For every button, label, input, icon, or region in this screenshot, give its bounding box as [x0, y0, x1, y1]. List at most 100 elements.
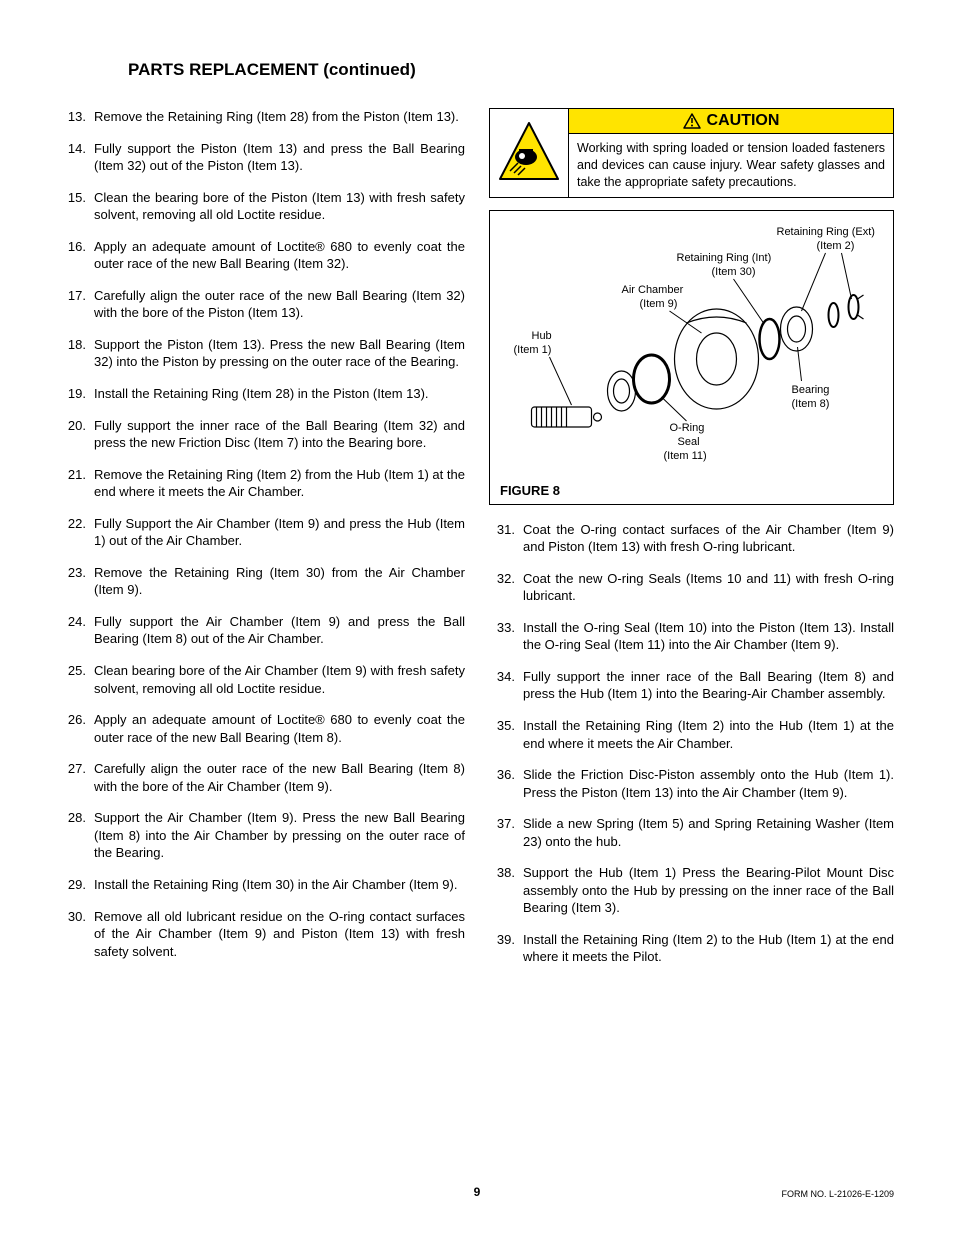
step-number: 17. [60, 287, 86, 322]
step-text: Fully support the inner race of the Ball… [523, 668, 894, 703]
step-text: Fully support the Air Chamber (Item 9) a… [94, 613, 465, 648]
step-text: Support the Air Chamber (Item 9). Press … [94, 809, 465, 862]
page-footer: 9 FORM NO. L-21026-E-1209 [60, 1189, 894, 1199]
step-item: 32. Coat the new O-ring Seals (Items 10 a… [489, 570, 894, 605]
step-item: 33. Install the O-ring Seal (Item 10) int… [489, 619, 894, 654]
step-text: Clean the bearing bore of the Piston (It… [94, 189, 465, 224]
caution-text: Working with spring loaded or tension lo… [569, 134, 893, 197]
figure-callout: (Item 1) [514, 344, 552, 356]
step-number: 35. [489, 717, 515, 752]
step-text: Coat the O-ring contact surfaces of the … [523, 521, 894, 556]
step-text: Carefully align the outer race of the ne… [94, 760, 465, 795]
figure-callout: (Item 8) [792, 398, 830, 410]
step-item: 27. Carefully align the outer race of the… [60, 760, 465, 795]
step-text: Install the Retaining Ring (Item 30) in … [94, 876, 465, 894]
step-number: 39. [489, 931, 515, 966]
step-number: 13. [60, 108, 86, 126]
caution-box: CAUTION Working with spring loaded or te… [489, 108, 894, 198]
columns: 13. Remove the Retaining Ring (Item 28) f… [60, 108, 894, 980]
step-item: 24. Fully support the Air Chamber (Item 9… [60, 613, 465, 648]
step-number: 15. [60, 189, 86, 224]
step-item: 14.Fully support the Piston (Item 13) an… [60, 140, 465, 175]
step-item: 18.Support the Piston (Item 13). Press t… [60, 336, 465, 371]
step-number: 37. [489, 815, 515, 850]
step-number: 20. [60, 417, 86, 452]
section-title: PARTS REPLACEMENT (continued) [128, 60, 894, 80]
figure-callout: Retaining Ring (Ext) [777, 226, 875, 238]
figure-callout: (Item 2) [817, 240, 855, 252]
step-number: 24. [60, 613, 86, 648]
step-item: 22.Fully Support the Air Chamber (Item 9… [60, 515, 465, 550]
step-number: 25. [60, 662, 86, 697]
step-number: 38. [489, 864, 515, 917]
step-text: Fully support the inner race of the Ball… [94, 417, 465, 452]
step-text: Install the Retaining Ring (Item 28) in … [94, 385, 465, 403]
step-number: 28. [60, 809, 86, 862]
step-item: 13. Remove the Retaining Ring (Item 28) f… [60, 108, 465, 126]
step-number: 29. [60, 876, 86, 894]
caution-body: CAUTION Working with spring loaded or te… [568, 109, 893, 197]
step-text: Support the Piston (Item 13). Press the … [94, 336, 465, 371]
figure-callout: O-Ring [670, 422, 705, 434]
figure-callout: Retaining Ring (Int) [677, 252, 772, 264]
steps-left: 13. Remove the Retaining Ring (Item 28) f… [60, 108, 465, 960]
step-text: Remove the Retaining Ring (Item 30) from… [94, 564, 465, 599]
step-item: 37. Slide a new Spring (Item 5) and Sprin… [489, 815, 894, 850]
step-number: 34. [489, 668, 515, 703]
step-number: 26. [60, 711, 86, 746]
caution-safety-icon [490, 109, 568, 197]
figure-callout: Bearing [792, 384, 830, 396]
step-item: 25.Clean bearing bore of the Air Chamber… [60, 662, 465, 697]
step-text: Install the O-ring Seal (Item 10) into t… [523, 619, 894, 654]
step-text: Remove all old lubricant residue on the … [94, 908, 465, 961]
step-text: Apply an adequate amount of Loctite® 680… [94, 711, 465, 746]
step-item: 34. Fully support the inner race of the B… [489, 668, 894, 703]
page-number: 9 [474, 1185, 481, 1199]
step-text: Remove the Retaining Ring (Item 2) from … [94, 466, 465, 501]
step-number: 33. [489, 619, 515, 654]
step-text: Carefully align the outer race of the ne… [94, 287, 465, 322]
figure-label: FIGURE 8 [500, 483, 883, 498]
figure-callout: Seal [678, 436, 700, 448]
step-item: 23.Remove the Retaining Ring (Item 30) f… [60, 564, 465, 599]
step-text: Slide a new Spring (Item 5) and Spring R… [523, 815, 894, 850]
step-number: 36. [489, 766, 515, 801]
step-number: 27. [60, 760, 86, 795]
step-item: 20. Fully support the inner race of the B… [60, 417, 465, 452]
step-item: 39. Install the Retaining Ring (Item 2) t… [489, 931, 894, 966]
step-item: 38. Support the Hub (Item 1) Press the Be… [489, 864, 894, 917]
step-number: 14. [60, 140, 86, 175]
step-number: 19. [60, 385, 86, 403]
step-item: 17. Carefully align the outer race of the… [60, 287, 465, 322]
step-item: 30. Remove all old lubricant residue on t… [60, 908, 465, 961]
step-item: 19. Install the Retaining Ring (Item 28) … [60, 385, 465, 403]
step-number: 16. [60, 238, 86, 273]
step-item: 36. Slide the Friction Disc-Piston assemb… [489, 766, 894, 801]
step-item: 31. Coat the O-ring contact surfaces of t… [489, 521, 894, 556]
step-number: 31. [489, 521, 515, 556]
step-text: Slide the Friction Disc-Piston assembly … [523, 766, 894, 801]
step-text: Install the Retaining Ring (Item 2) to t… [523, 931, 894, 966]
step-text: Coat the new O-ring Seals (Items 10 and … [523, 570, 894, 605]
step-number: 32. [489, 570, 515, 605]
figure-callout: Hub [532, 330, 552, 342]
figure-box: Retaining Ring (Ext) (Item 2) Retaining Ri… [489, 210, 894, 505]
step-text: Remove the Retaining Ring (Item 28) from… [94, 108, 465, 126]
figure-callout: Air Chamber [622, 284, 684, 296]
left-column: 13. Remove the Retaining Ring (Item 28) f… [60, 108, 465, 980]
page: PARTS REPLACEMENT (continued) 13. Remove … [0, 0, 954, 1235]
step-item: 21. Remove the Retaining Ring (Item 2) fr… [60, 466, 465, 501]
step-item: 26. Apply an adequate amount of Loctite® … [60, 711, 465, 746]
figure-callout: (Item 30) [712, 266, 756, 278]
step-number: 30. [60, 908, 86, 961]
step-text: Support the Hub (Item 1) Press the Beari… [523, 864, 894, 917]
right-column: CAUTION Working with spring loaded or te… [489, 108, 894, 980]
step-item: 29. Install the Retaining Ring (Item 30) … [60, 876, 465, 894]
figure-callout: (Item 11) [664, 450, 707, 462]
step-text: Install the Retaining Ring (Item 2) into… [523, 717, 894, 752]
caution-title: CAUTION [707, 112, 780, 130]
step-item: 16. Apply an adequate amount of Loctite® … [60, 238, 465, 273]
step-text: Apply an adequate amount of Loctite® 680… [94, 238, 465, 273]
form-number: FORM NO. L-21026-E-1209 [781, 1189, 894, 1199]
step-number: 21. [60, 466, 86, 501]
